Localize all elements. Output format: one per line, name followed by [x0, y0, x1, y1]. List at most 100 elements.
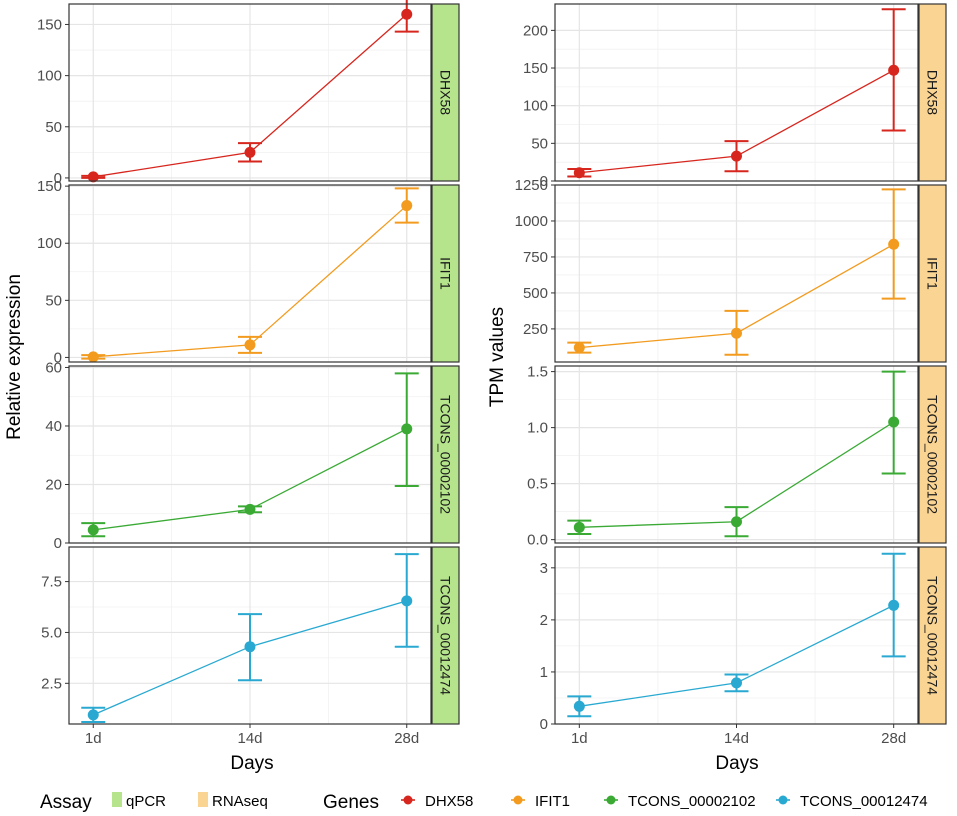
y-tick-label: 200 — [523, 22, 548, 39]
y-tick-label: 250 — [523, 321, 548, 338]
x-axis-label-left: Days — [230, 753, 273, 774]
y-tick-label: 150 — [37, 178, 62, 195]
y-tick-label: 100 — [523, 98, 548, 115]
facet-strip — [431, 546, 460, 725]
y-tick-label: 60 — [45, 359, 62, 376]
panel-border — [554, 365, 919, 544]
facet-rnaseq-ifit1: 250 500 750 1000 1250 IFIT1 — [515, 177, 947, 363]
facet-strip-label: TCONS_00012474 — [925, 576, 941, 695]
genes-legend-key-point — [403, 795, 413, 805]
y-tick-label: 50 — [45, 119, 62, 136]
y-tick-label: 150 — [37, 16, 62, 33]
facet-strip — [431, 184, 460, 363]
y-tick-label: 5.0 — [41, 624, 62, 641]
facet-strip — [918, 184, 947, 363]
facet-strip — [431, 365, 460, 544]
y-tick-label: 2.5 — [41, 675, 62, 692]
y-tick-label: 50 — [45, 292, 62, 309]
data-point — [401, 8, 413, 20]
genes-legend-item-tcons-00002102: TCONS_00002102 — [628, 793, 756, 810]
y-tick-label: 1.5 — [527, 364, 548, 381]
assay-legend-title: Assay — [40, 792, 92, 813]
data-point — [244, 641, 256, 653]
assay-legend-item-qpcr: qPCR — [126, 793, 166, 810]
y-tick-label: 0.0 — [527, 532, 548, 549]
y-tick-label: 1.0 — [527, 420, 548, 437]
y-tick-label: 500 — [523, 285, 548, 302]
facet-rnaseq-tcons-00002102: 0.0 0.5 1.0 1.5 TCONS_00002102 — [527, 364, 947, 549]
assay-swatch-rnaseq — [198, 792, 208, 807]
facet-rnaseq-dhx58: 0 50 100 150 200 DHX58 — [523, 3, 947, 190]
genes-legend-title: Genes — [323, 792, 379, 813]
data-point — [888, 238, 900, 250]
data-point — [87, 709, 99, 721]
y-tick-label: 2 — [540, 612, 548, 629]
panel-border — [554, 184, 919, 363]
facet-qpcr-ifit1: 0 50 100 150 IFIT1 — [37, 178, 460, 366]
genes-legend-key-point — [513, 795, 523, 805]
y-tick-label: 40 — [45, 418, 62, 435]
data-point — [87, 351, 99, 363]
data-point — [87, 524, 99, 536]
facet-qpcr-tcons-00002102: 0 20 40 60 TCONS_00002102 — [45, 359, 460, 552]
data-point — [573, 521, 585, 533]
y-tick-label: 7.5 — [41, 574, 62, 591]
data-point — [888, 416, 900, 428]
data-point — [573, 700, 585, 712]
facet-qpcr-dhx58: 0 50 100 150 DHX58 — [37, 0, 460, 187]
x-tick-label: 14d — [724, 730, 749, 747]
data-point — [401, 423, 413, 435]
facet-strip-label: DHX58 — [925, 70, 941, 115]
assay-legend-item-rnaseq: RNAseq — [212, 793, 268, 810]
panel-border — [68, 184, 432, 363]
facet-strip — [918, 546, 947, 725]
data-point — [731, 150, 742, 162]
y-tick-label: 0 — [54, 349, 62, 366]
data-point — [244, 339, 256, 351]
x-tick-label: 28d — [394, 730, 419, 747]
facet-strip-label: TCONS_00002102 — [438, 395, 454, 514]
genes-legend: Genes DHX58 IFIT1 TCONS_00002102 TCONS_0… — [323, 792, 928, 813]
genes-legend-item-dhx58: DHX58 — [425, 793, 473, 810]
facet-strip-label: DHX58 — [438, 70, 454, 115]
x-tick-label: 14d — [237, 730, 262, 747]
data-point — [888, 64, 900, 76]
facet-strip — [918, 3, 947, 182]
data-point — [888, 599, 900, 611]
y-tick-label: 0.5 — [527, 476, 548, 493]
data-point — [244, 503, 256, 515]
data-point — [573, 167, 585, 179]
y-tick-label: 1 — [540, 664, 548, 681]
facet-qpcr-tcons-00012474: 2.5 5.0 7.5 TCONS_00012474 1d 14d 28d — [41, 546, 460, 747]
assay-legend: Assay qPCR RNAseq — [40, 792, 268, 813]
y-tick-label: 0 — [54, 170, 62, 187]
facet-strip — [431, 3, 460, 182]
data-point — [244, 146, 256, 158]
x-tick-label: 28d — [881, 730, 906, 747]
y-tick-label: 1250 — [515, 177, 548, 194]
y-tick-label: 50 — [531, 135, 548, 152]
x-tick-label: 1d — [85, 730, 102, 747]
facet-strip-label: IFIT1 — [925, 257, 941, 290]
genes-legend-key-point — [606, 795, 616, 805]
y-tick-label: 1000 — [515, 213, 548, 230]
facet-strip-label: TCONS_00012474 — [438, 576, 454, 695]
x-axis-label-right: Days — [715, 753, 758, 774]
y-tick-label: 750 — [523, 249, 548, 266]
y-tick-label: 150 — [523, 60, 548, 77]
facet-strip-label: TCONS_00002102 — [925, 395, 941, 514]
assay-swatch-qpcr — [112, 792, 122, 807]
y-tick-label: 0 — [540, 716, 548, 733]
y-tick-label: 0 — [54, 535, 62, 552]
data-point — [731, 677, 742, 689]
genes-legend-item-tcons-00012474: TCONS_00012474 — [800, 793, 928, 810]
facet-rnaseq-tcons-00012474: 0 1 2 3 TCONS_00012474 1d 14d 28d — [540, 546, 947, 747]
facet-strip-label: IFIT1 — [438, 257, 454, 290]
y-axis-label-left: Relative expression — [4, 274, 25, 440]
y-tick-label: 0 — [540, 173, 548, 190]
genes-legend-item-ifit1: IFIT1 — [535, 793, 570, 810]
genes-legend-key-point — [778, 795, 788, 805]
data-point — [731, 327, 742, 339]
data-point — [401, 200, 413, 212]
